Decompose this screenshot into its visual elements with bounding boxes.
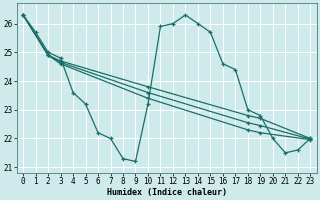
X-axis label: Humidex (Indice chaleur): Humidex (Indice chaleur) [107, 188, 227, 197]
